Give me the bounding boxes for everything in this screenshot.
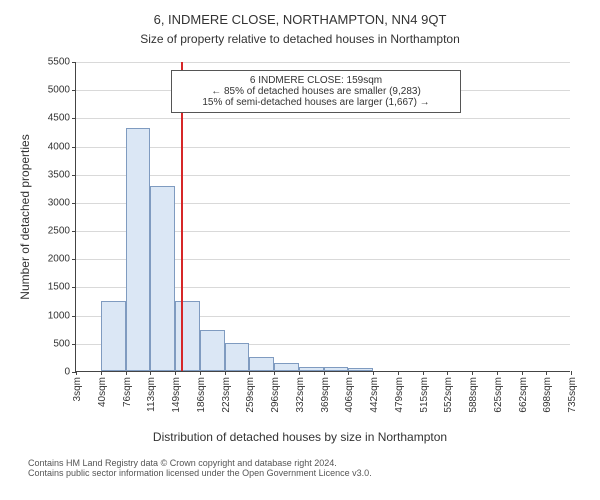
xtick-label: 515sqm <box>419 377 430 413</box>
ytick-mark <box>72 90 76 91</box>
histogram-bar <box>150 186 175 371</box>
ytick-mark <box>72 203 76 204</box>
chart-title-sub: Size of property relative to detached ho… <box>0 32 600 46</box>
ytick-mark <box>72 175 76 176</box>
xtick-label: 223sqm <box>221 377 232 413</box>
xtick-mark <box>373 371 374 375</box>
histogram-bar <box>175 301 200 371</box>
xtick-mark <box>175 371 176 375</box>
footer-line-2: Contains public sector information licen… <box>28 468 600 478</box>
xtick-label: 479sqm <box>394 377 405 413</box>
xtick-mark <box>398 371 399 375</box>
xtick-label: 735sqm <box>567 377 578 413</box>
info-line-address: 6 INDMERE CLOSE: 159sqm <box>180 75 452 86</box>
chart-container: { "title_main": "6, INDMERE CLOSE, NORTH… <box>0 0 600 500</box>
xtick-mark <box>423 371 424 375</box>
histogram-bar <box>324 367 349 372</box>
xtick-mark <box>200 371 201 375</box>
ytick-mark <box>72 118 76 119</box>
histogram-bar <box>249 357 274 371</box>
gridline <box>76 118 570 119</box>
xtick-label: 3sqm <box>72 377 83 401</box>
ytick-mark <box>72 316 76 317</box>
info-line-larger: 15% of semi-detached houses are larger (… <box>180 97 452 108</box>
xtick-label: 662sqm <box>518 377 529 413</box>
property-info-box: 6 INDMERE CLOSE: 159sqm ← 85% of detache… <box>171 70 461 113</box>
xtick-mark <box>324 371 325 375</box>
histogram-bar <box>299 367 324 372</box>
xtick-label: 186sqm <box>196 377 207 413</box>
xtick-mark <box>299 371 300 375</box>
xtick-label: 332sqm <box>295 377 306 413</box>
xtick-label: 442sqm <box>369 377 380 413</box>
info-line-smaller: ← 85% of detached houses are smaller (9,… <box>180 86 452 97</box>
xtick-label: 406sqm <box>344 377 355 413</box>
xtick-label: 369sqm <box>320 377 331 413</box>
xtick-label: 40sqm <box>97 377 108 407</box>
ytick-mark <box>72 287 76 288</box>
xtick-mark <box>447 371 448 375</box>
xtick-mark <box>546 371 547 375</box>
histogram-bar <box>274 363 299 371</box>
xtick-label: 113sqm <box>146 377 157 412</box>
histogram-bar <box>101 301 126 371</box>
histogram-bar <box>200 330 225 371</box>
ytick-mark <box>72 259 76 260</box>
xtick-mark <box>274 371 275 375</box>
xtick-label: 698sqm <box>542 377 553 413</box>
histogram-bar <box>348 368 373 371</box>
xtick-mark <box>348 371 349 375</box>
xtick-mark <box>571 371 572 375</box>
y-axis-label: Number of detached properties <box>18 134 32 299</box>
xtick-mark <box>76 371 77 375</box>
xtick-label: 149sqm <box>171 377 182 413</box>
xtick-mark <box>101 371 102 375</box>
gridline <box>76 62 570 63</box>
xtick-mark <box>225 371 226 375</box>
xtick-label: 625sqm <box>493 377 504 413</box>
plot-area: 0500100015002000250030003500400045005000… <box>75 62 570 372</box>
footer-line-1: Contains HM Land Registry data © Crown c… <box>28 458 600 468</box>
histogram-bar <box>126 128 151 371</box>
histogram-bar <box>225 343 250 371</box>
ytick-mark <box>72 344 76 345</box>
xtick-label: 552sqm <box>443 377 454 413</box>
xtick-label: 588sqm <box>468 377 479 413</box>
ytick-mark <box>72 62 76 63</box>
xtick-mark <box>249 371 250 375</box>
xtick-mark <box>472 371 473 375</box>
xtick-label: 76sqm <box>122 377 133 407</box>
x-axis-label: Distribution of detached houses by size … <box>0 430 600 444</box>
xtick-mark <box>522 371 523 375</box>
chart-title-main: 6, INDMERE CLOSE, NORTHAMPTON, NN4 9QT <box>0 12 600 27</box>
xtick-mark <box>126 371 127 375</box>
xtick-mark <box>497 371 498 375</box>
ytick-mark <box>72 147 76 148</box>
xtick-label: 259sqm <box>245 377 256 413</box>
ytick-mark <box>72 231 76 232</box>
xtick-label: 296sqm <box>270 377 281 413</box>
chart-footer: Contains HM Land Registry data © Crown c… <box>0 458 600 478</box>
xtick-mark <box>150 371 151 375</box>
